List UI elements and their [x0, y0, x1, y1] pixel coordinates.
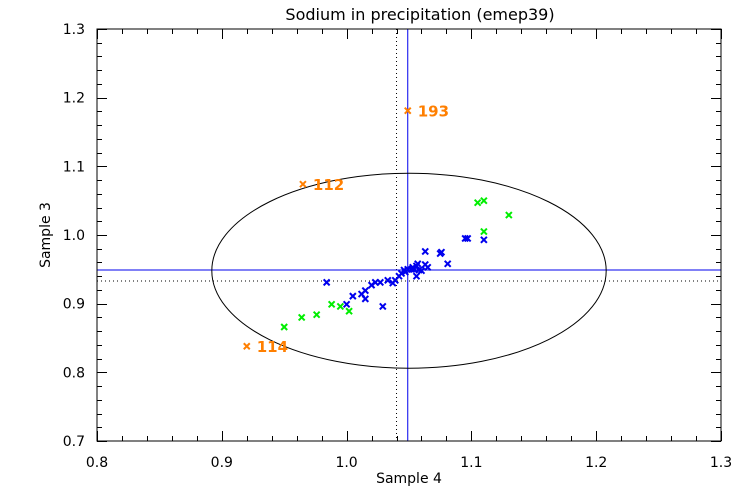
marker-stroke	[461, 234, 469, 243]
y-axis-ticks: 0.7 0.8 0.9 1.0 1.1 1.2 1.3	[63, 22, 721, 450]
marker-stroke	[443, 260, 452, 268]
blue-point	[412, 272, 421, 280]
marker-stroke	[412, 272, 421, 280]
green-point	[473, 199, 482, 207]
marker-stroke	[424, 263, 432, 271]
marker-stroke	[336, 302, 345, 311]
y-tick-label: 1.2	[63, 91, 85, 107]
x-tick-label: 1.1	[460, 455, 482, 471]
blue-point	[480, 236, 488, 244]
blue-point	[376, 278, 385, 287]
blue-point	[414, 260, 422, 268]
green-point	[345, 307, 353, 315]
green-point	[336, 302, 345, 311]
blue-point	[424, 263, 432, 271]
marker-stroke	[312, 310, 321, 319]
green-point	[312, 310, 321, 319]
y-tick-label: 1.1	[63, 159, 85, 175]
outlier-label: 112	[313, 176, 344, 194]
marker-stroke	[415, 266, 423, 274]
y-axis-label: Sample 3	[38, 202, 54, 268]
blue-point	[417, 266, 426, 275]
outlier-point	[404, 107, 412, 115]
marker-stroke	[327, 300, 336, 309]
confidence-ellipse	[211, 172, 607, 369]
x-tick-label: 1.3	[710, 455, 732, 471]
marker-stroke	[480, 196, 488, 205]
marker-stroke	[361, 286, 370, 295]
blue-point	[384, 276, 392, 285]
plot-frame	[96, 28, 722, 442]
outlier-point	[299, 180, 307, 188]
marker-stroke	[384, 276, 392, 285]
blue-point	[379, 302, 387, 311]
marker-stroke	[297, 313, 306, 322]
blue-point	[421, 247, 429, 256]
marker-stroke	[463, 234, 472, 243]
blue-point	[461, 234, 469, 243]
outlier-point	[243, 342, 251, 350]
marker-stroke	[437, 248, 446, 256]
x-axis-ticks: 0.8 0.9 1.0 1.1 1.2 1.3	[86, 29, 732, 471]
marker-stroke	[345, 307, 353, 315]
marker-stroke	[349, 292, 357, 300]
blue-point	[361, 295, 370, 303]
marker-stroke	[299, 180, 307, 188]
x-tick-label: 0.8	[86, 455, 108, 471]
green-point	[480, 227, 488, 236]
y-tick-label: 0.7	[63, 434, 85, 450]
marker-stroke	[404, 107, 412, 115]
x-tick-label: 1.2	[585, 455, 607, 471]
marker-stroke	[421, 247, 429, 256]
y-tick-label: 1.3	[63, 22, 85, 38]
y-tick-label: 0.9	[63, 297, 85, 313]
blue-point	[443, 260, 452, 268]
green-point	[280, 323, 288, 331]
plot-area: 193 112 114	[97, 29, 721, 441]
marker-stroke	[505, 211, 513, 219]
marker-stroke	[417, 266, 426, 275]
blue-point	[437, 248, 446, 256]
green-point	[297, 313, 306, 322]
green-point	[480, 196, 488, 205]
y-tick-label: 0.8	[63, 365, 85, 381]
x-axis-label: Sample 4	[376, 471, 442, 487]
chart-title: Sodium in precipitation (emep39)	[285, 5, 554, 24]
marker-stroke	[376, 278, 385, 287]
marker-stroke	[414, 260, 422, 268]
green-point	[327, 300, 336, 309]
outlier-label: 114	[257, 338, 288, 356]
x-tick-label: 1.0	[335, 455, 357, 471]
marker-stroke	[480, 227, 488, 236]
y-tick-label: 1.0	[63, 228, 85, 244]
marker-stroke	[322, 278, 331, 287]
blue-point	[361, 286, 370, 295]
marker-stroke	[473, 199, 482, 207]
x-tick-label: 0.9	[211, 455, 233, 471]
green-point	[505, 211, 513, 219]
marker-stroke	[361, 295, 370, 303]
marker-stroke	[342, 300, 351, 309]
marker-stroke	[480, 236, 488, 244]
outlier-label: 193	[418, 103, 449, 121]
blue-point	[349, 292, 357, 300]
marker-stroke	[243, 342, 251, 350]
blue-point	[322, 278, 331, 287]
blue-point	[342, 300, 351, 309]
marker-stroke	[379, 302, 387, 311]
marker-stroke	[280, 323, 288, 331]
blue-point	[463, 234, 472, 243]
